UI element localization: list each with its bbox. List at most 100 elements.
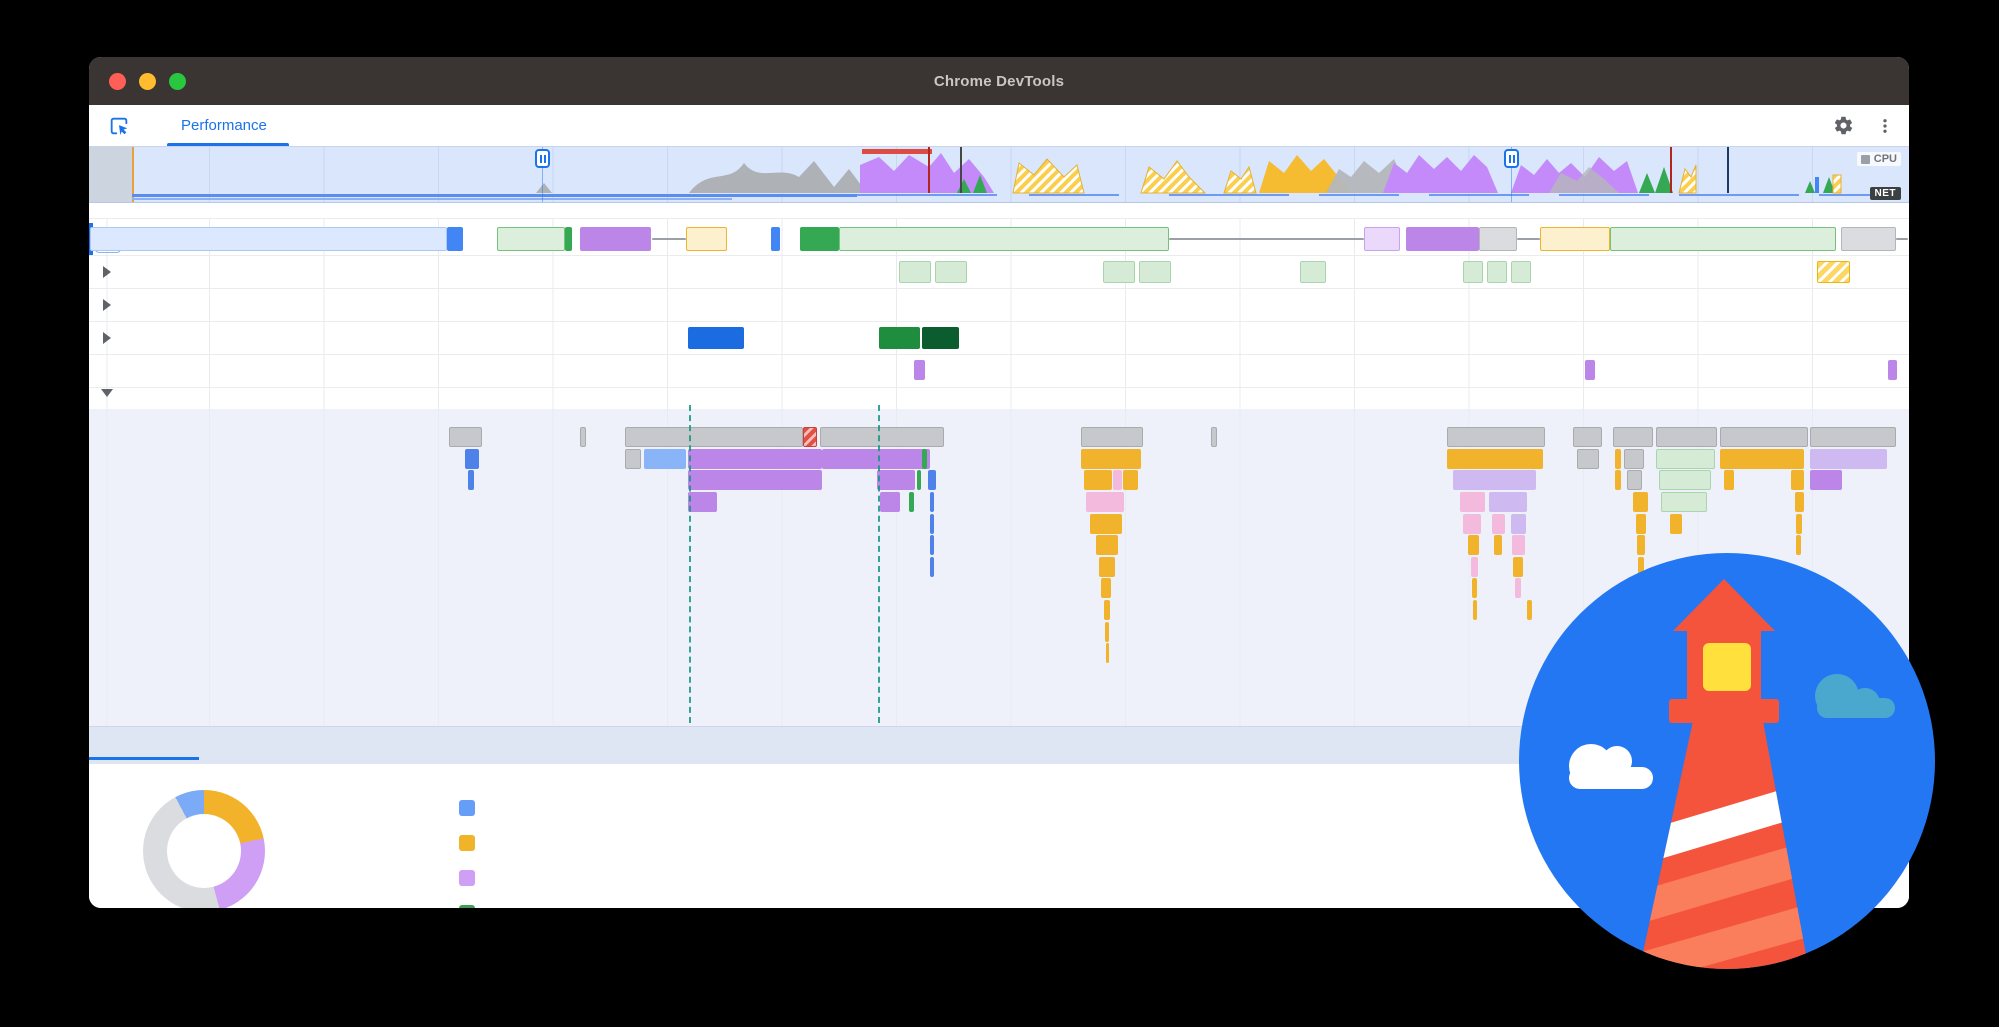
timeline-bar[interactable] [914, 360, 925, 380]
timeline-bar[interactable] [565, 227, 572, 251]
timeline-bar[interactable] [580, 227, 651, 251]
minimize-button[interactable] [139, 72, 156, 90]
timeline-bar[interactable] [1720, 449, 1804, 469]
timeline-bar[interactable] [820, 427, 944, 447]
timeline-bar[interactable] [1453, 470, 1536, 490]
timeline-bar[interactable] [877, 470, 915, 490]
timeline-bar[interactable] [803, 427, 817, 447]
timeline-bar[interactable] [1817, 261, 1850, 283]
timeline-bar[interactable] [1633, 492, 1648, 512]
timeline-bar[interactable] [930, 492, 934, 512]
timeline-bar[interactable] [1463, 261, 1483, 283]
timeline-bar[interactable] [1512, 535, 1525, 555]
timeline-bar[interactable] [688, 449, 822, 469]
timeline-bar[interactable] [1487, 261, 1507, 283]
timeline-bar[interactable] [1113, 470, 1122, 490]
timeline-bar[interactable] [1463, 514, 1481, 534]
timeline-bar[interactable] [449, 427, 482, 447]
timeline-bar[interactable] [1123, 470, 1138, 490]
timeline-bar[interactable] [839, 227, 1169, 251]
timeline-bar[interactable] [930, 535, 934, 555]
timeline-bar[interactable] [1720, 427, 1808, 447]
timeline-bar[interactable] [1511, 514, 1526, 534]
timeline-bar[interactable] [1084, 470, 1112, 490]
timeline-bar[interactable] [1106, 643, 1109, 663]
timeline-bar[interactable] [1841, 227, 1896, 251]
timeline-bar[interactable] [1081, 427, 1143, 447]
timeline-bar[interactable] [1795, 492, 1804, 512]
timeline-bar[interactable] [1540, 227, 1610, 251]
timeline-bar[interactable] [1527, 600, 1532, 620]
timeline-bar[interactable] [1479, 227, 1517, 251]
timeline-bar[interactable] [930, 557, 934, 577]
timeline-bar[interactable] [1585, 360, 1595, 380]
settings-button[interactable] [1829, 112, 1857, 140]
timeline-bar[interactable] [1364, 227, 1400, 251]
timeline-bar[interactable] [1624, 449, 1644, 469]
timeline-bar[interactable] [1615, 449, 1621, 469]
timeline-bar[interactable] [1139, 261, 1171, 283]
timeline-bar[interactable] [1610, 227, 1836, 251]
timeline-bar[interactable] [880, 492, 900, 512]
timeline-bar[interactable] [1103, 261, 1135, 283]
timeline-bar[interactable] [1810, 470, 1842, 490]
timeline-bar[interactable] [1724, 470, 1734, 490]
timeline-bar[interactable] [447, 227, 463, 251]
timeline-bar[interactable] [1081, 449, 1141, 469]
timeline-bar[interactable] [1627, 470, 1642, 490]
timeline-bar[interactable] [1492, 514, 1505, 534]
timeline-bar[interactable] [1796, 514, 1802, 534]
timeline-bar[interactable] [1513, 557, 1523, 577]
frames-track-collapse-icon[interactable] [103, 266, 111, 278]
timeline-bar[interactable] [1577, 449, 1599, 469]
pause-badge-icon[interactable] [1504, 149, 1519, 168]
timeline-bar[interactable] [917, 470, 921, 490]
timeline-bar[interactable] [928, 470, 936, 490]
timeline-bar[interactable] [1810, 427, 1896, 447]
timeline-bar[interactable] [1656, 449, 1715, 469]
timeline-bar[interactable] [1099, 557, 1115, 577]
timeline-bar[interactable] [1896, 238, 1908, 240]
timeline-bar[interactable] [1511, 261, 1531, 283]
timeline-bar[interactable] [909, 492, 914, 512]
timeline-bar[interactable] [922, 449, 927, 469]
timeline-bar[interactable] [1447, 449, 1543, 469]
timeline-bar[interactable] [1473, 600, 1477, 620]
pause-badge-icon[interactable] [535, 149, 550, 168]
timeline-bar[interactable] [1515, 578, 1521, 598]
timeline-bar[interactable] [688, 470, 822, 490]
timeline-bar[interactable] [922, 327, 959, 349]
timeline-bar[interactable] [1104, 600, 1110, 620]
interactions-track-collapse-icon[interactable] [103, 332, 111, 344]
timeline-bar[interactable] [1300, 261, 1326, 283]
timeline-bar[interactable] [1888, 360, 1897, 380]
timeline-bar[interactable] [688, 327, 744, 349]
timeline-bar[interactable] [935, 261, 967, 283]
timeline-bar[interactable] [652, 238, 686, 240]
timeline-bar[interactable] [497, 227, 565, 251]
timeline-bar[interactable] [1406, 227, 1479, 251]
timeline-bar[interactable] [625, 449, 641, 469]
timeline-bar[interactable] [1494, 535, 1502, 555]
timeline-bar[interactable] [688, 492, 717, 512]
timeline-bar[interactable] [1096, 535, 1118, 555]
timeline-bar[interactable] [625, 427, 803, 447]
timeline-bar[interactable] [686, 227, 727, 251]
timeline-bar[interactable] [1656, 427, 1717, 447]
timeline-bar[interactable] [899, 261, 931, 283]
timeline-bar[interactable] [1468, 535, 1479, 555]
timeline-bar[interactable] [1637, 535, 1645, 555]
timeline-bar[interactable] [1636, 514, 1646, 534]
timeline-bar[interactable] [1105, 622, 1109, 642]
timeline-bar[interactable] [465, 449, 479, 469]
timeline-bar[interactable] [1796, 535, 1801, 555]
main-track-expand-icon[interactable] [101, 389, 113, 397]
timeline-bar[interactable] [1615, 470, 1621, 490]
timeline-bar[interactable] [1169, 238, 1364, 240]
timeline-bar[interactable] [580, 427, 586, 447]
timeline-bar[interactable] [1472, 578, 1477, 598]
timeline-bar[interactable] [1211, 427, 1217, 447]
timeline-bar[interactable] [1101, 578, 1111, 598]
timeline-bar[interactable] [644, 449, 686, 469]
timeline-bar[interactable] [822, 449, 930, 469]
